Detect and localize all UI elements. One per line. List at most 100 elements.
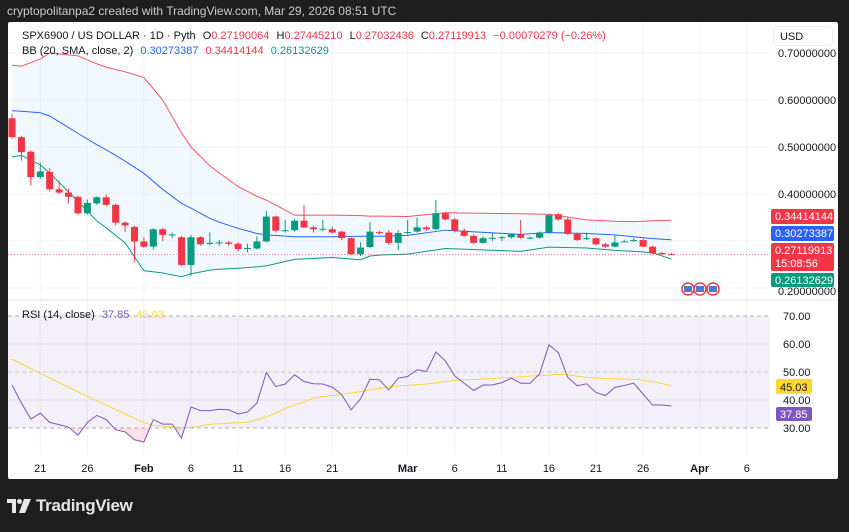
candle xyxy=(517,219,525,239)
candle-body xyxy=(404,232,412,234)
close-value: 0.27119913 xyxy=(428,30,487,42)
tradingview-logo[interactable]: TradingView xyxy=(7,496,133,516)
candle-body xyxy=(564,219,572,234)
chart-panel[interactable]: 0.70000000 0.60000000 0.50000000 0.40000000… xyxy=(8,22,838,479)
chart-canvas[interactable]: 0.70000000 0.60000000 0.50000000 0.40000000… xyxy=(8,22,838,479)
candle xyxy=(620,239,628,243)
candle-body xyxy=(206,242,214,244)
candle-body xyxy=(102,197,110,205)
candle-body xyxy=(244,248,251,250)
bb-basis-tag[interactable]: 0.30273387 xyxy=(771,226,834,241)
candle xyxy=(8,113,16,139)
candle-body xyxy=(17,137,25,153)
rsi-tick-label: 40.00 xyxy=(783,395,811,407)
time-tick-label: 21 xyxy=(34,463,46,475)
candle xyxy=(338,230,346,241)
candle xyxy=(300,204,308,229)
bb-upper-value: 0.34414144 xyxy=(205,45,264,57)
candle-body xyxy=(422,227,430,230)
time-tick-label: 21 xyxy=(326,463,338,475)
candle xyxy=(74,195,82,215)
candle xyxy=(159,227,167,241)
price-axis[interactable]: 0.70000000 0.60000000 0.50000000 0.40000000… xyxy=(771,48,836,298)
price-tick-label: 0.60000000 xyxy=(778,95,836,107)
price-tick-label: 0.50000000 xyxy=(778,142,836,154)
candle xyxy=(611,235,619,248)
currency-button[interactable]: USD xyxy=(773,26,833,46)
candle xyxy=(130,225,138,262)
candle xyxy=(309,225,317,233)
candle-body xyxy=(470,235,478,243)
candle-body xyxy=(93,197,101,204)
candle-body xyxy=(178,237,186,265)
candle xyxy=(630,238,638,242)
candle xyxy=(281,219,289,233)
tradingview-brand: TradingView xyxy=(36,496,133,515)
candle xyxy=(27,150,35,186)
rsi-label: RSI (14, close) xyxy=(22,309,95,321)
candle-body xyxy=(215,242,223,244)
candle-body xyxy=(385,232,393,243)
candle xyxy=(601,242,609,248)
candle xyxy=(451,217,459,233)
time-tick-label: Mar xyxy=(398,463,418,475)
candle-body xyxy=(338,231,346,239)
symbol-title[interactable]: SPX6900 / US DOLLAR · 1D · Pyth xyxy=(22,30,196,42)
rsi-pane xyxy=(8,315,770,443)
candle-body xyxy=(65,192,73,197)
candle-body xyxy=(309,227,317,230)
bb-legend[interactable]: BB (20, SMA, close, 2) 0.30273387 0.3441… xyxy=(22,45,333,57)
candle xyxy=(498,235,506,241)
rsi-tick-label: 50.00 xyxy=(783,367,811,379)
candle-body xyxy=(83,202,91,214)
time-tick-label: 6 xyxy=(188,463,194,475)
candle xyxy=(460,228,468,237)
candle-body xyxy=(479,238,487,243)
high-value: 0.27445210 xyxy=(284,30,343,42)
candle xyxy=(649,245,657,255)
time-tick-label: Feb xyxy=(134,463,154,475)
candles xyxy=(8,113,675,276)
candle xyxy=(404,219,412,235)
candle xyxy=(93,196,101,205)
candle xyxy=(140,237,148,249)
candle-body xyxy=(488,237,496,239)
candle xyxy=(187,234,195,276)
candle-body xyxy=(281,230,289,232)
candle-body xyxy=(366,231,374,248)
candle-body xyxy=(300,220,308,228)
bb-lower-tag[interactable]: 0.26132629 xyxy=(771,273,834,287)
candle xyxy=(149,228,157,250)
candle-body xyxy=(253,241,261,249)
time-tick-label: Apr xyxy=(690,463,710,475)
rsi-axis[interactable]: 70.00 60.00 50.00 40.00 30.00 45.03 37.85 xyxy=(776,311,812,435)
bb-upper-tag[interactable]: 0.34414144 xyxy=(771,209,834,224)
last-price-tag-text: 0.27119913 xyxy=(775,245,832,257)
candle-body xyxy=(55,189,63,193)
rsi-legend[interactable]: RSI (14, close) 37.85 45.03 xyxy=(22,309,168,321)
candle xyxy=(234,242,242,252)
bb-upper-tag-bg xyxy=(771,209,834,224)
candle xyxy=(375,230,383,235)
bb-lower-tag-text: 0.26132629 xyxy=(775,275,833,287)
time-tick-label: 6 xyxy=(452,463,458,475)
time-axis[interactable]: 21 26 Feb 6 11 16 21 Mar 6 11 16 21 26 Apr 6 xyxy=(34,463,750,475)
close-label: C xyxy=(420,30,429,42)
price-tick-label: 0.70000000 xyxy=(778,48,836,60)
candle xyxy=(573,232,581,241)
rsi-tick-label: 70.00 xyxy=(783,311,811,323)
candle-body xyxy=(140,241,148,247)
high-label: H xyxy=(276,30,285,42)
rsi-ma-value: 45.03 xyxy=(136,309,164,321)
us-flag-icon[interactable] xyxy=(706,282,720,296)
candle xyxy=(357,242,365,257)
us-flag-icon[interactable] xyxy=(693,282,707,296)
event-flags[interactable] xyxy=(681,282,720,296)
candle xyxy=(46,168,54,192)
candle-body xyxy=(498,237,506,239)
candle-body xyxy=(573,233,581,241)
bb-basis-tag-text: 0.30273387 xyxy=(775,228,833,240)
open-label: O xyxy=(202,30,212,42)
us-flag-icon[interactable] xyxy=(681,282,695,296)
